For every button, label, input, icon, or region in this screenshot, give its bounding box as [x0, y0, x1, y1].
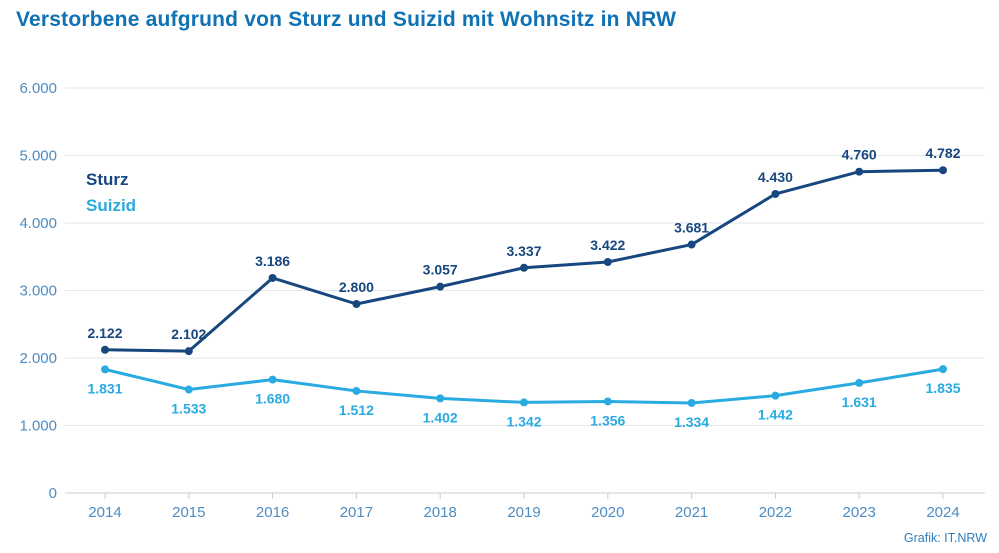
- data-point-label: 1.334: [674, 414, 709, 430]
- data-point: [352, 386, 361, 395]
- data-point: [603, 258, 612, 267]
- y-tick-label: 5.000: [19, 148, 57, 165]
- gridlines: [65, 87, 985, 494]
- data-point-label: 2.102: [171, 326, 206, 342]
- data-point-label: 3.057: [423, 262, 458, 278]
- data-point-label: 1.831: [87, 380, 122, 396]
- y-tick-label: 4.000: [19, 215, 57, 232]
- data-point: [603, 397, 612, 406]
- data-point: [520, 398, 528, 407]
- series-line: [103, 168, 945, 353]
- data-point-label: 3.681: [674, 220, 709, 236]
- data-point: [184, 347, 193, 356]
- data-point: [687, 398, 696, 407]
- data-point-label: 3.422: [590, 237, 625, 253]
- y-axis-tick-labels: 0 1.000 2.000 3.000 4.000 5.000 6.000: [19, 80, 57, 502]
- chart-legend: Sturz Suizid: [86, 170, 136, 217]
- series-suizid: 1.831 1.533 1.680 1.512 1.402 1.342 1.356 1.334…: [87, 365, 961, 430]
- x-tick-label: 2016: [256, 504, 289, 521]
- data-point-label: 1.356: [590, 412, 625, 428]
- series-sturz: 2.122 2.102 3.186 2.800 3.057 3.337 3.422 3.681…: [87, 145, 961, 356]
- data-point: [268, 273, 277, 282]
- data-point-label: 1.533: [171, 401, 206, 417]
- data-point: [939, 365, 947, 374]
- x-tick-label: 2020: [591, 504, 624, 521]
- data-point-label: 4.760: [842, 147, 877, 163]
- x-tick-label: 2018: [424, 504, 457, 521]
- y-tick-label: 6.000: [19, 80, 57, 97]
- data-point: [268, 375, 277, 384]
- attribution-label: Grafik: IT.NRW: [903, 531, 987, 545]
- x-tick-label: 2015: [172, 504, 205, 521]
- data-point: [771, 189, 780, 198]
- data-point: [939, 166, 947, 175]
- data-point: [855, 378, 864, 387]
- data-point: [184, 385, 193, 394]
- legend-item-sturz: Sturz: [86, 170, 129, 189]
- data-point: [101, 345, 109, 354]
- x-tick-label: 2022: [759, 504, 792, 521]
- data-point-label: 4.782: [925, 145, 960, 161]
- data-point-label: 4.430: [758, 169, 793, 185]
- data-point-label: 3.186: [255, 253, 290, 269]
- data-point-label: 2.122: [87, 325, 122, 341]
- data-point: [855, 167, 864, 176]
- data-point-label: 1.512: [339, 402, 374, 418]
- data-point: [436, 394, 445, 403]
- data-point-label: 1.631: [842, 394, 877, 410]
- data-point: [101, 365, 109, 374]
- x-axis-tick-labels: 2014 2015 2016 2017 2018 2019 2020 2021 2022 2023…: [88, 493, 960, 521]
- data-point-label: 3.337: [506, 243, 541, 259]
- data-point-label: 1.442: [758, 407, 793, 423]
- x-tick-label: 2017: [340, 504, 373, 521]
- data-point-label: 2.800: [339, 279, 374, 295]
- x-tick-label: 2019: [507, 504, 540, 521]
- y-tick-label: 2.000: [19, 350, 57, 367]
- y-tick-label: 1.000: [19, 418, 57, 435]
- x-tick-label: 2024: [926, 504, 959, 521]
- legend-item-suizid: Suizid: [86, 196, 137, 216]
- data-point-label: 1.835: [925, 380, 960, 396]
- y-tick-label: 3.000: [19, 283, 57, 300]
- data-point: [771, 391, 780, 400]
- data-point: [436, 282, 445, 291]
- data-point-label: 1.342: [506, 413, 541, 429]
- data-point-label: 1.680: [255, 391, 290, 407]
- x-tick-label: 2023: [843, 504, 876, 521]
- data-point: [687, 240, 696, 249]
- data-point: [520, 263, 528, 272]
- x-tick-label: 2021: [675, 504, 708, 521]
- data-point: [352, 300, 361, 308]
- series-line: [103, 367, 945, 405]
- y-tick-label: 0: [49, 485, 57, 502]
- x-tick-label: 2014: [88, 504, 121, 521]
- data-point-label: 1.402: [423, 409, 458, 425]
- chart-title: Verstorbene aufgrund von Sturz und Suizi…: [16, 8, 677, 31]
